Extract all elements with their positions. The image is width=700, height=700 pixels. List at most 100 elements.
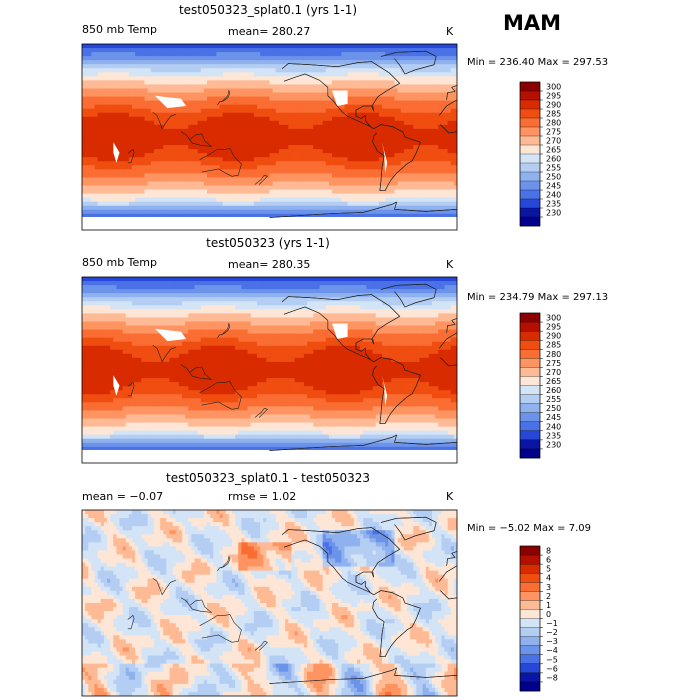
- panel3-units: K: [446, 490, 454, 503]
- missing-data-region: [332, 323, 348, 339]
- colorbar-swatch: [519, 171, 541, 182]
- panel3-title: test050323_splat0.1 - test050323: [166, 471, 370, 485]
- colorbar-level-label: 270: [546, 368, 561, 377]
- colorbar-swatch: [519, 321, 541, 332]
- colorbar-swatch: [519, 385, 541, 395]
- colorbar-swatch: [519, 207, 541, 218]
- colorbar-level-label: 280: [546, 119, 561, 128]
- colorbar-level-label: 260: [546, 155, 561, 164]
- colorbar-level-label: 235: [546, 431, 561, 440]
- colorbar-swatch: [519, 394, 541, 404]
- colorbar-level-label: 290: [546, 332, 561, 341]
- panel2-variable: 850 mb Temp: [82, 256, 157, 269]
- coastline-australia: [199, 614, 242, 643]
- colorbar-swatch: [519, 367, 541, 377]
- colorbar-swatch: [519, 216, 541, 227]
- colorbar-swatch: [519, 663, 541, 674]
- colorbar-swatch: [519, 126, 541, 137]
- colorbar-level-label: −6: [546, 664, 558, 673]
- colorbar-level-label: 265: [546, 146, 561, 155]
- colorbar-swatch: [519, 108, 541, 119]
- panel1-units: K: [446, 25, 454, 38]
- colorbar-swatch: [519, 545, 541, 556]
- colorbar-level-label: 285: [546, 110, 561, 119]
- colorbar-swatch: [519, 312, 541, 323]
- colorbar-swatch: [519, 600, 541, 610]
- colorbar-swatch: [519, 412, 541, 423]
- coastline-nz: [254, 640, 268, 651]
- coastline-indonesia: [180, 364, 213, 380]
- colorbar-swatch: [519, 421, 541, 432]
- colorbar-level-label: 8: [546, 547, 551, 556]
- colorbar-swatch: [519, 376, 541, 386]
- coastline-madagascar: [127, 381, 135, 397]
- map-frame: [81, 509, 458, 697]
- missing-data-region: [154, 95, 187, 109]
- coastline-japan: [217, 555, 231, 572]
- colorbar-swatch: [519, 563, 541, 574]
- colorbar-level-label: 280: [546, 350, 561, 359]
- colorbar-swatch: [519, 99, 541, 110]
- colorbar-swatch: [519, 627, 541, 637]
- colorbar-level-label: 6: [546, 556, 551, 565]
- colorbar-swatch: [519, 189, 541, 200]
- coastline-indonesia: [180, 131, 213, 147]
- panel1-range: Min = 236.40 Max = 297.53: [467, 57, 608, 68]
- colorbar-level-label: 295: [546, 323, 561, 332]
- colorbar-2: 3002952902852802752702652602552502452402…: [519, 312, 561, 459]
- colorbar-level-label: −8: [546, 673, 558, 682]
- colorbar-level-label: 5: [546, 565, 551, 574]
- colorbar-swatch: [519, 448, 541, 459]
- panel3-rmse: rmse = 1.02: [228, 490, 296, 503]
- coastline-australia: [199, 381, 242, 410]
- colorbar-swatch: [519, 672, 541, 683]
- coastline-nz: [254, 174, 268, 185]
- colorbar-level-label: 235: [546, 200, 561, 209]
- panel1-title: test050323_splat0.1 (yrs 1-1): [179, 3, 357, 17]
- colorbar-level-label: 275: [546, 128, 561, 137]
- colorbar-swatch: [519, 582, 541, 592]
- colorbar-level-label: 245: [546, 413, 561, 422]
- colorbar-level-label: 270: [546, 137, 561, 146]
- colorbar-swatch: [519, 144, 541, 155]
- colorbar-level-label: 290: [546, 101, 561, 110]
- colorbar-level-label: 275: [546, 359, 561, 368]
- colorbar-swatch: [519, 81, 541, 92]
- colorbar-level-label: 250: [546, 173, 561, 182]
- coastline-nz: [254, 407, 268, 418]
- panel2-mean: mean= 280.35: [228, 258, 310, 271]
- colorbar-swatch: [519, 153, 541, 164]
- colorbar-level-label: −3: [546, 637, 558, 646]
- missing-data-region: [113, 375, 120, 396]
- missing-data-region: [154, 328, 187, 342]
- maps-layer: [81, 43, 458, 697]
- colorbar-level-label: 285: [546, 341, 561, 350]
- map-panel-3: [81, 509, 458, 697]
- colorbars-layer: 3002952902852802752702652602552502452402…: [519, 81, 561, 692]
- coastline-india: [152, 111, 176, 130]
- colorbar-level-label: 240: [546, 422, 561, 431]
- panel2-range: Min = 234.79 Max = 297.13: [467, 292, 608, 303]
- colorbar-swatch: [519, 162, 541, 173]
- panel1-mean: mean= 280.27: [228, 25, 310, 38]
- colorbar-swatch: [519, 349, 541, 359]
- colorbar-swatch: [519, 645, 541, 656]
- coastline-madagascar: [127, 614, 135, 630]
- colorbar-level-label: 240: [546, 191, 561, 200]
- colorbar-level-label: 4: [546, 574, 551, 583]
- colorbar-level-label: 255: [546, 164, 561, 173]
- colorbar-swatch: [519, 591, 541, 601]
- colorbar-level-label: 0: [546, 610, 551, 619]
- colorbar-level-label: −4: [546, 646, 558, 655]
- coastline-indonesia: [180, 597, 213, 613]
- colorbar-swatch: [519, 358, 541, 368]
- colorbar-swatch: [519, 90, 541, 101]
- colorbar-level-label: −2: [546, 628, 558, 637]
- season-label: MAM: [503, 11, 561, 35]
- panel3-mean: mean = −0.07: [82, 490, 163, 503]
- colorbar-level-label: 230: [546, 209, 561, 218]
- colorbar-swatch: [519, 340, 541, 350]
- colorbar-swatch: [519, 554, 541, 565]
